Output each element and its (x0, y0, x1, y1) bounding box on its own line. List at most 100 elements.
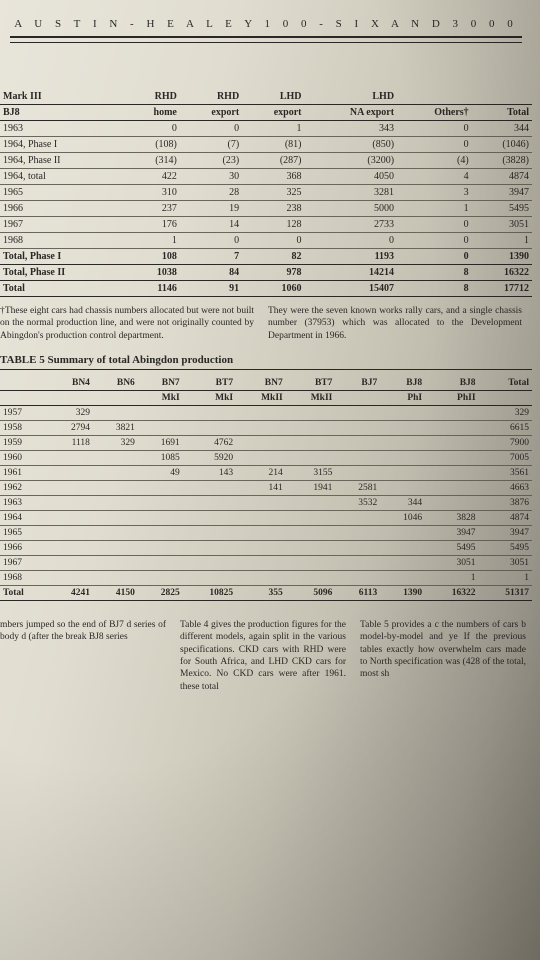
cell: 4241 (48, 586, 93, 601)
cell: 30 (180, 169, 242, 185)
table-row: 1960108559207005 (0, 451, 532, 466)
cell: 4150 (93, 586, 138, 601)
row-label: 1964, Phase II (0, 153, 126, 169)
cell (236, 451, 286, 466)
cell: 1390 (472, 249, 532, 265)
cell (48, 571, 93, 586)
cell (93, 526, 138, 541)
cell (286, 571, 336, 586)
cell: 1390 (380, 586, 425, 601)
cell (93, 571, 138, 586)
cell: 4 (397, 169, 472, 185)
cell: 978 (242, 265, 304, 281)
t2-header: BN6 (93, 376, 138, 391)
footnote-left: †These eight cars had chassis numbers al… (0, 305, 254, 342)
cell: (287) (242, 153, 304, 169)
t2-header: BT7 (286, 376, 336, 391)
cell (48, 466, 93, 481)
cell: 128 (242, 217, 304, 233)
row-label: 1965 (0, 185, 126, 201)
cell: 5000 (304, 201, 397, 217)
cell (380, 436, 425, 451)
cell: 0 (397, 137, 472, 153)
t2-subheader: MkII (286, 391, 336, 406)
cell (286, 511, 336, 526)
t1-subheader: export (242, 105, 304, 121)
table-row: 1962141194125814663 (0, 481, 532, 496)
cell: 0 (180, 233, 242, 249)
cell: 0 (397, 233, 472, 249)
cell: (81) (242, 137, 304, 153)
t2-header: BJ7 (335, 376, 380, 391)
cell (380, 481, 425, 496)
cell (286, 421, 336, 436)
cell (236, 571, 286, 586)
cell (335, 556, 380, 571)
cell (236, 421, 286, 436)
cell (183, 481, 236, 496)
cell (93, 451, 138, 466)
cell (286, 541, 336, 556)
cell: 16322 (425, 586, 478, 601)
t1-subheader: Others† (397, 105, 472, 121)
cell: 108 (126, 249, 180, 265)
cell (48, 481, 93, 496)
cell: 4762 (183, 436, 236, 451)
cell (183, 556, 236, 571)
body-col-mid: Table 4 gives the production figures for… (180, 619, 346, 693)
cell (48, 556, 93, 571)
cell: (7) (180, 137, 242, 153)
cell: 91 (180, 281, 242, 297)
cell (380, 526, 425, 541)
cell: 344 (472, 121, 532, 137)
cell: 1085 (138, 451, 183, 466)
cell (93, 406, 138, 421)
cell (138, 571, 183, 586)
row-label: 1964 (0, 511, 48, 526)
cell (286, 406, 336, 421)
cell: 4874 (479, 511, 532, 526)
cell (286, 496, 336, 511)
cell (48, 511, 93, 526)
cell: 8 (397, 265, 472, 281)
cell: 0 (304, 233, 397, 249)
cell: 2825 (138, 586, 183, 601)
t1-header: LHD (304, 89, 397, 105)
cell (335, 466, 380, 481)
table-row: 196335323443876 (0, 496, 532, 511)
t1-subheader: home (126, 105, 180, 121)
row-label: 1960 (0, 451, 48, 466)
cell: 1 (397, 201, 472, 217)
row-label: 1962 (0, 481, 48, 496)
cell: (1046) (472, 137, 532, 153)
cell: 1 (479, 571, 532, 586)
cell: 4050 (304, 169, 397, 185)
cell: 2581 (335, 481, 380, 496)
cell: 0 (126, 121, 180, 137)
cell: 176 (126, 217, 180, 233)
cell (183, 496, 236, 511)
cell: 1193 (304, 249, 397, 265)
t2-header: BN7 (236, 376, 286, 391)
cell: 0 (397, 121, 472, 137)
cell (335, 511, 380, 526)
table5-title: TABLE 5 Summary of total Abingdon produc… (0, 354, 532, 370)
cell (138, 481, 183, 496)
cell: 238 (242, 201, 304, 217)
cell: (4) (397, 153, 472, 169)
cell (93, 556, 138, 571)
footnotes: †These eight cars had chassis numbers al… (0, 305, 522, 342)
cell: 214 (236, 466, 286, 481)
cell (335, 526, 380, 541)
cell: 5495 (472, 201, 532, 217)
cell: 3876 (479, 496, 532, 511)
cell (138, 421, 183, 436)
t1-subheader: Total (472, 105, 532, 121)
cell (93, 466, 138, 481)
t2-subheader (335, 391, 380, 406)
t1-header: Mark III (0, 89, 126, 105)
row-label: 1964, Phase I (0, 137, 126, 153)
cell: 1 (126, 233, 180, 249)
cell: 1038 (126, 265, 180, 281)
cell (48, 526, 93, 541)
